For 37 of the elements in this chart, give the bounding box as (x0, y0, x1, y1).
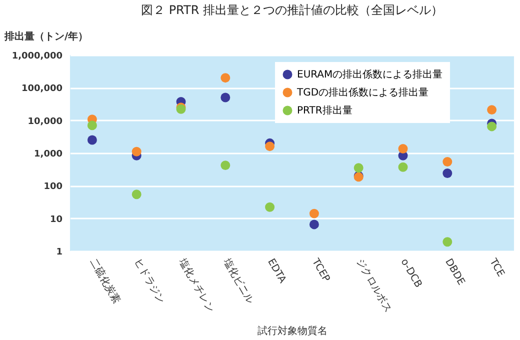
chart-title: 図２ PRTR 排出量と２つの推計値の比較（全国レベル） (141, 3, 443, 17)
point (132, 190, 142, 200)
point (487, 122, 497, 132)
point (442, 157, 452, 166)
y-tick-label: 10 (50, 214, 62, 225)
point (87, 120, 97, 130)
legend-label: PRTR排出量 (297, 104, 352, 116)
point (87, 135, 97, 145)
point (309, 220, 319, 230)
legend-label: TGDの排出係数による排出量 (296, 86, 429, 98)
point (442, 168, 452, 178)
point (220, 160, 230, 170)
x-tick-label: 塩化ビニル (220, 256, 256, 306)
point (220, 73, 230, 83)
y-tick-label: 100,000 (22, 84, 62, 94)
y-axis-title: 排出量（トン/年） (4, 30, 88, 42)
point (354, 163, 364, 173)
point (487, 105, 497, 115)
y-tick-label: 1,000 (34, 150, 62, 160)
point (442, 237, 452, 247)
x-tick-label: 塩化メチレン (176, 256, 217, 314)
point (265, 202, 275, 212)
point (132, 146, 142, 156)
y-tick-label: 10,000 (28, 116, 62, 127)
x-axis-title: 試行対象物質名 (258, 324, 328, 337)
point (398, 144, 408, 154)
x-tick-label: 二硫化炭素 (88, 256, 123, 306)
legend-label: EURAMの排出係数による排出量 (297, 68, 443, 80)
point (265, 142, 275, 152)
y-tick-label: 1 (56, 248, 62, 258)
y-tick-label: 1,000,000 (12, 52, 62, 62)
x-tick-label: ヒドラジン (132, 257, 166, 306)
point (398, 162, 408, 172)
x-tick-label: ジクロルボス (354, 257, 394, 314)
point (309, 208, 319, 218)
y-tick-label: 100 (44, 182, 62, 192)
point (220, 92, 230, 102)
